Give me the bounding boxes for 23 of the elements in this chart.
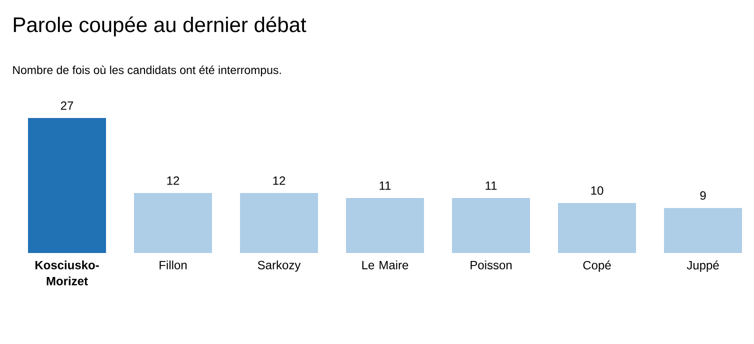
chart-title: Parole coupée au dernier débat	[14, 16, 306, 36]
bar	[558, 202, 636, 253]
bar	[240, 192, 318, 253]
x-tick-label: Sarkozy	[258, 260, 301, 272]
x-tick-label: Copé	[583, 260, 611, 272]
chart-subtitle: Nombre de fois où les candidats ont été interrompus.	[13, 66, 281, 76]
data-label: 12	[273, 176, 286, 185]
data-label: 11	[486, 182, 497, 190]
x-tick-label: Juppé	[686, 260, 719, 272]
x-tick-label: Poisson	[470, 260, 512, 270]
bar	[346, 198, 424, 253]
data-label: 9	[700, 191, 706, 200]
data-label: 27	[60, 101, 74, 110]
data-label: 10	[591, 186, 604, 195]
bar	[452, 198, 530, 253]
bar	[28, 118, 106, 253]
x-tick-label: Le Maire	[362, 260, 408, 270]
x-tick-label: Kosciusko-Morizet	[35, 260, 99, 286]
data-label: 11	[380, 182, 391, 190]
bar	[664, 208, 742, 253]
data-label: 12	[167, 176, 180, 185]
x-tick-label: Fillon	[160, 260, 187, 270]
bar	[134, 192, 212, 253]
